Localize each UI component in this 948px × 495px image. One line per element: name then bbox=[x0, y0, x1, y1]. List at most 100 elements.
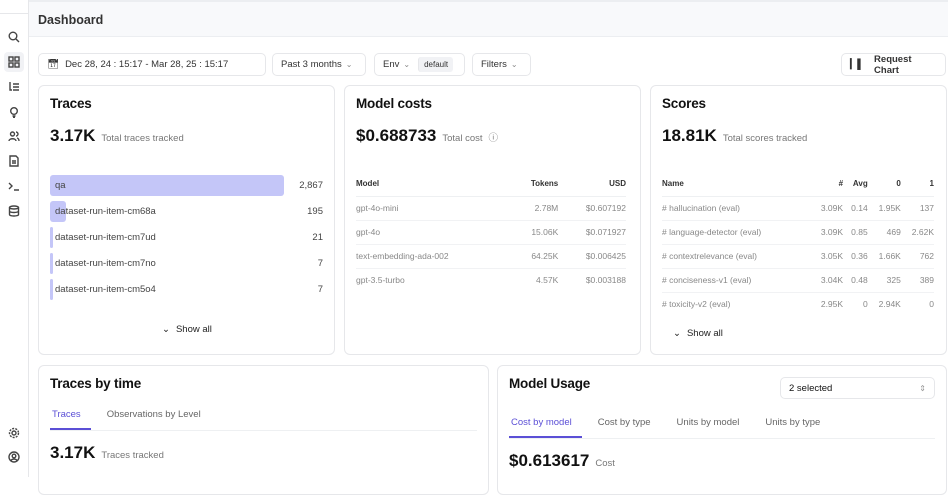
table-cell: # contextrelevance (eval) bbox=[662, 244, 810, 269]
search-icon[interactable] bbox=[4, 27, 24, 47]
env-label: Env bbox=[383, 59, 400, 70]
table-cell: 3.05K bbox=[809, 244, 844, 269]
model-usage-total: $0.613617 Cost bbox=[509, 451, 615, 471]
table-cell: 1.95K bbox=[867, 196, 901, 221]
settings-icon[interactable] bbox=[4, 423, 24, 443]
lightbulb-icon[interactable] bbox=[4, 102, 24, 122]
request-chart-label: Request Chart bbox=[874, 53, 912, 76]
request-chart-button[interactable]: ▎▌ Request Chart bbox=[841, 53, 946, 76]
total-value: 18.81K bbox=[662, 126, 717, 145]
table-cell: 15.06K bbox=[512, 220, 559, 245]
table-cell: $0.003188 bbox=[585, 275, 626, 286]
table-cell: # conciseness-v1 (eval) bbox=[662, 268, 810, 293]
show-all-button[interactable]: ⌄ Show all bbox=[162, 324, 212, 335]
table-row: # contextrelevance (eval) 3.05K 0.36 1.66K 7… bbox=[662, 244, 934, 269]
traces-by-time-card: Traces by time Traces Observations by Le… bbox=[38, 365, 489, 495]
table-cell: # hallucination (eval) bbox=[662, 196, 810, 221]
scores-total: 18.81K Total scores tracked bbox=[662, 126, 807, 146]
account-icon[interactable] bbox=[4, 447, 24, 467]
tab-traces[interactable]: Traces bbox=[50, 409, 91, 430]
tab-cost-by-type[interactable]: Cost by type bbox=[597, 417, 651, 428]
show-all-button[interactable]: ⌄ Show all bbox=[673, 328, 723, 339]
chevron-down-icon: ⌄ bbox=[673, 328, 681, 339]
traces-by-time-tabs: Traces Observations by Level bbox=[50, 409, 477, 431]
traces-card: Traces 3.17K Total traces tracked qa 2,867… bbox=[38, 85, 335, 355]
date-range-picker[interactable]: 📅︎ Dec 28, 24 : 15:17 - Mar 28, 25 : 15:… bbox=[38, 53, 266, 76]
table-cell: 2.94K bbox=[878, 299, 901, 310]
trace-count: 2,867 bbox=[299, 180, 323, 191]
table-cell: $0.071927 bbox=[558, 220, 626, 245]
date-range-label: Dec 28, 24 : 15:17 - Mar 28, 25 : 15:17 bbox=[65, 59, 229, 70]
trace-count: 7 bbox=[317, 258, 323, 269]
card-title: Model costs bbox=[356, 96, 432, 111]
trace-bar-row[interactable]: dataset-run-item-cm5o4 7 bbox=[50, 279, 323, 300]
trace-bar bbox=[50, 175, 284, 196]
table-cell: $0.006425 bbox=[558, 244, 626, 269]
trace-count: 195 bbox=[307, 206, 323, 217]
table-cell: 0.85 bbox=[843, 220, 868, 245]
filters-button[interactable]: Filters ⌄ bbox=[472, 53, 531, 76]
table-cell: 2.78M bbox=[512, 196, 559, 221]
scores-table: Name # Avg 0 1 # hallucination (eval) 3.09K 0.1… bbox=[662, 172, 934, 316]
tab-observations-by-level[interactable]: Observations by Level bbox=[106, 409, 201, 420]
table-cell: gpt-3.5-turbo bbox=[356, 275, 405, 286]
trace-name: dataset-run-item-cm7ud bbox=[55, 232, 156, 243]
table-cell: 0.36 bbox=[843, 244, 868, 269]
period-label: Past 3 months bbox=[281, 59, 342, 70]
env-value-badge: default bbox=[418, 57, 454, 72]
page-header: Dashboard bbox=[29, 0, 948, 37]
show-all-label: Show all bbox=[686, 328, 723, 339]
env-filter[interactable]: Env ⌄ default bbox=[374, 53, 465, 76]
total-label: Total cost bbox=[442, 133, 483, 144]
trace-name: dataset-run-item-cm5o4 bbox=[55, 284, 156, 295]
trace-count: 7 bbox=[317, 284, 323, 295]
total-value: 3.17K bbox=[50, 443, 96, 462]
traces-by-time-total: 3.17K Traces tracked bbox=[50, 443, 164, 463]
chevron-down-icon: ⌄ bbox=[510, 60, 518, 69]
trace-bar-row[interactable]: qa 2,867 bbox=[50, 175, 323, 196]
traces-total: 3.17K Total traces tracked bbox=[50, 126, 184, 146]
table-cell: 64.25K bbox=[512, 244, 559, 269]
table-row: # hallucination (eval) 3.09K 0.14 1.95K 137 bbox=[662, 196, 934, 221]
bar-chart-icon: ▎▌ bbox=[850, 59, 865, 70]
info-icon[interactable]: ⓘ bbox=[488, 133, 499, 144]
table-row: # toxicity-v2 (eval) 2.95K 0 2.94K 0 bbox=[662, 292, 934, 316]
total-label: Cost bbox=[595, 458, 615, 469]
chevron-down-icon: ⌄ bbox=[162, 324, 170, 335]
trace-bar-row[interactable]: dataset-run-item-cm7ud 21 bbox=[50, 227, 323, 248]
column-header: Tokens bbox=[512, 172, 559, 197]
table-cell: 762 bbox=[900, 244, 934, 269]
table-cell: 389 bbox=[900, 268, 934, 293]
chevron-down-icon: ⌄ bbox=[403, 60, 411, 69]
trace-bar-row[interactable]: dataset-run-item-cm68a 195 bbox=[50, 201, 323, 222]
tab-units-by-type[interactable]: Units by type bbox=[765, 417, 821, 428]
total-label: Total traces tracked bbox=[101, 133, 184, 144]
tab-cost-by-model[interactable]: Cost by model bbox=[509, 417, 582, 438]
trace-name: dataset-run-item-cm68a bbox=[55, 206, 156, 217]
sidebar bbox=[0, 0, 29, 477]
scores-card: Scores 18.81K Total scores tracked Name # A… bbox=[650, 85, 947, 355]
column-header: 0 bbox=[867, 172, 901, 197]
table-cell: 3.09K bbox=[809, 220, 844, 245]
database-icon[interactable] bbox=[4, 201, 24, 221]
table-cell: 4.57K bbox=[536, 275, 559, 286]
dashboard-icon[interactable] bbox=[4, 52, 24, 72]
model-usage-card: Model Usage 2 selected ⇕ Cost by model Co… bbox=[497, 365, 947, 495]
users-icon[interactable] bbox=[4, 126, 24, 146]
tracing-icon[interactable] bbox=[4, 77, 24, 97]
table-cell: 3.04K bbox=[809, 268, 844, 293]
trace-bar bbox=[50, 201, 66, 222]
model-usage-tabs: Cost by model Cost by type Units by mode… bbox=[509, 417, 935, 439]
tab-units-by-model[interactable]: Units by model bbox=[676, 417, 740, 428]
filters-label: Filters bbox=[481, 59, 507, 70]
file-icon[interactable] bbox=[4, 151, 24, 171]
period-select[interactable]: Past 3 months ⌄ bbox=[272, 53, 366, 76]
model-select[interactable]: 2 selected ⇕ bbox=[780, 377, 935, 399]
table-cell: $0.607192 bbox=[558, 196, 626, 221]
table-cell: 0.14 bbox=[843, 196, 868, 221]
trace-bar-row[interactable]: dataset-run-item-cm7no 7 bbox=[50, 253, 323, 274]
total-value: $0.688733 bbox=[356, 126, 437, 145]
table-cell: 0.48 bbox=[843, 268, 868, 293]
column-header: USD bbox=[558, 172, 626, 197]
terminal-icon[interactable] bbox=[4, 176, 24, 196]
